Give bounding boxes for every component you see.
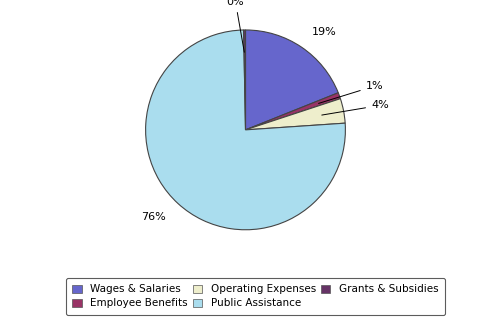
- Wedge shape: [146, 30, 345, 230]
- Text: 76%: 76%: [141, 212, 166, 222]
- Text: 0%: 0%: [227, 0, 245, 52]
- Text: 1%: 1%: [319, 81, 383, 104]
- Wedge shape: [244, 30, 246, 130]
- Wedge shape: [246, 93, 340, 130]
- Wedge shape: [246, 30, 338, 130]
- Text: 4%: 4%: [322, 100, 389, 115]
- Legend: Wages & Salaries, Employee Benefits, Operating Expenses, Public Assistance, Gran: Wages & Salaries, Employee Benefits, Ope…: [66, 278, 444, 315]
- Text: 19%: 19%: [312, 27, 336, 37]
- Wedge shape: [246, 99, 345, 130]
